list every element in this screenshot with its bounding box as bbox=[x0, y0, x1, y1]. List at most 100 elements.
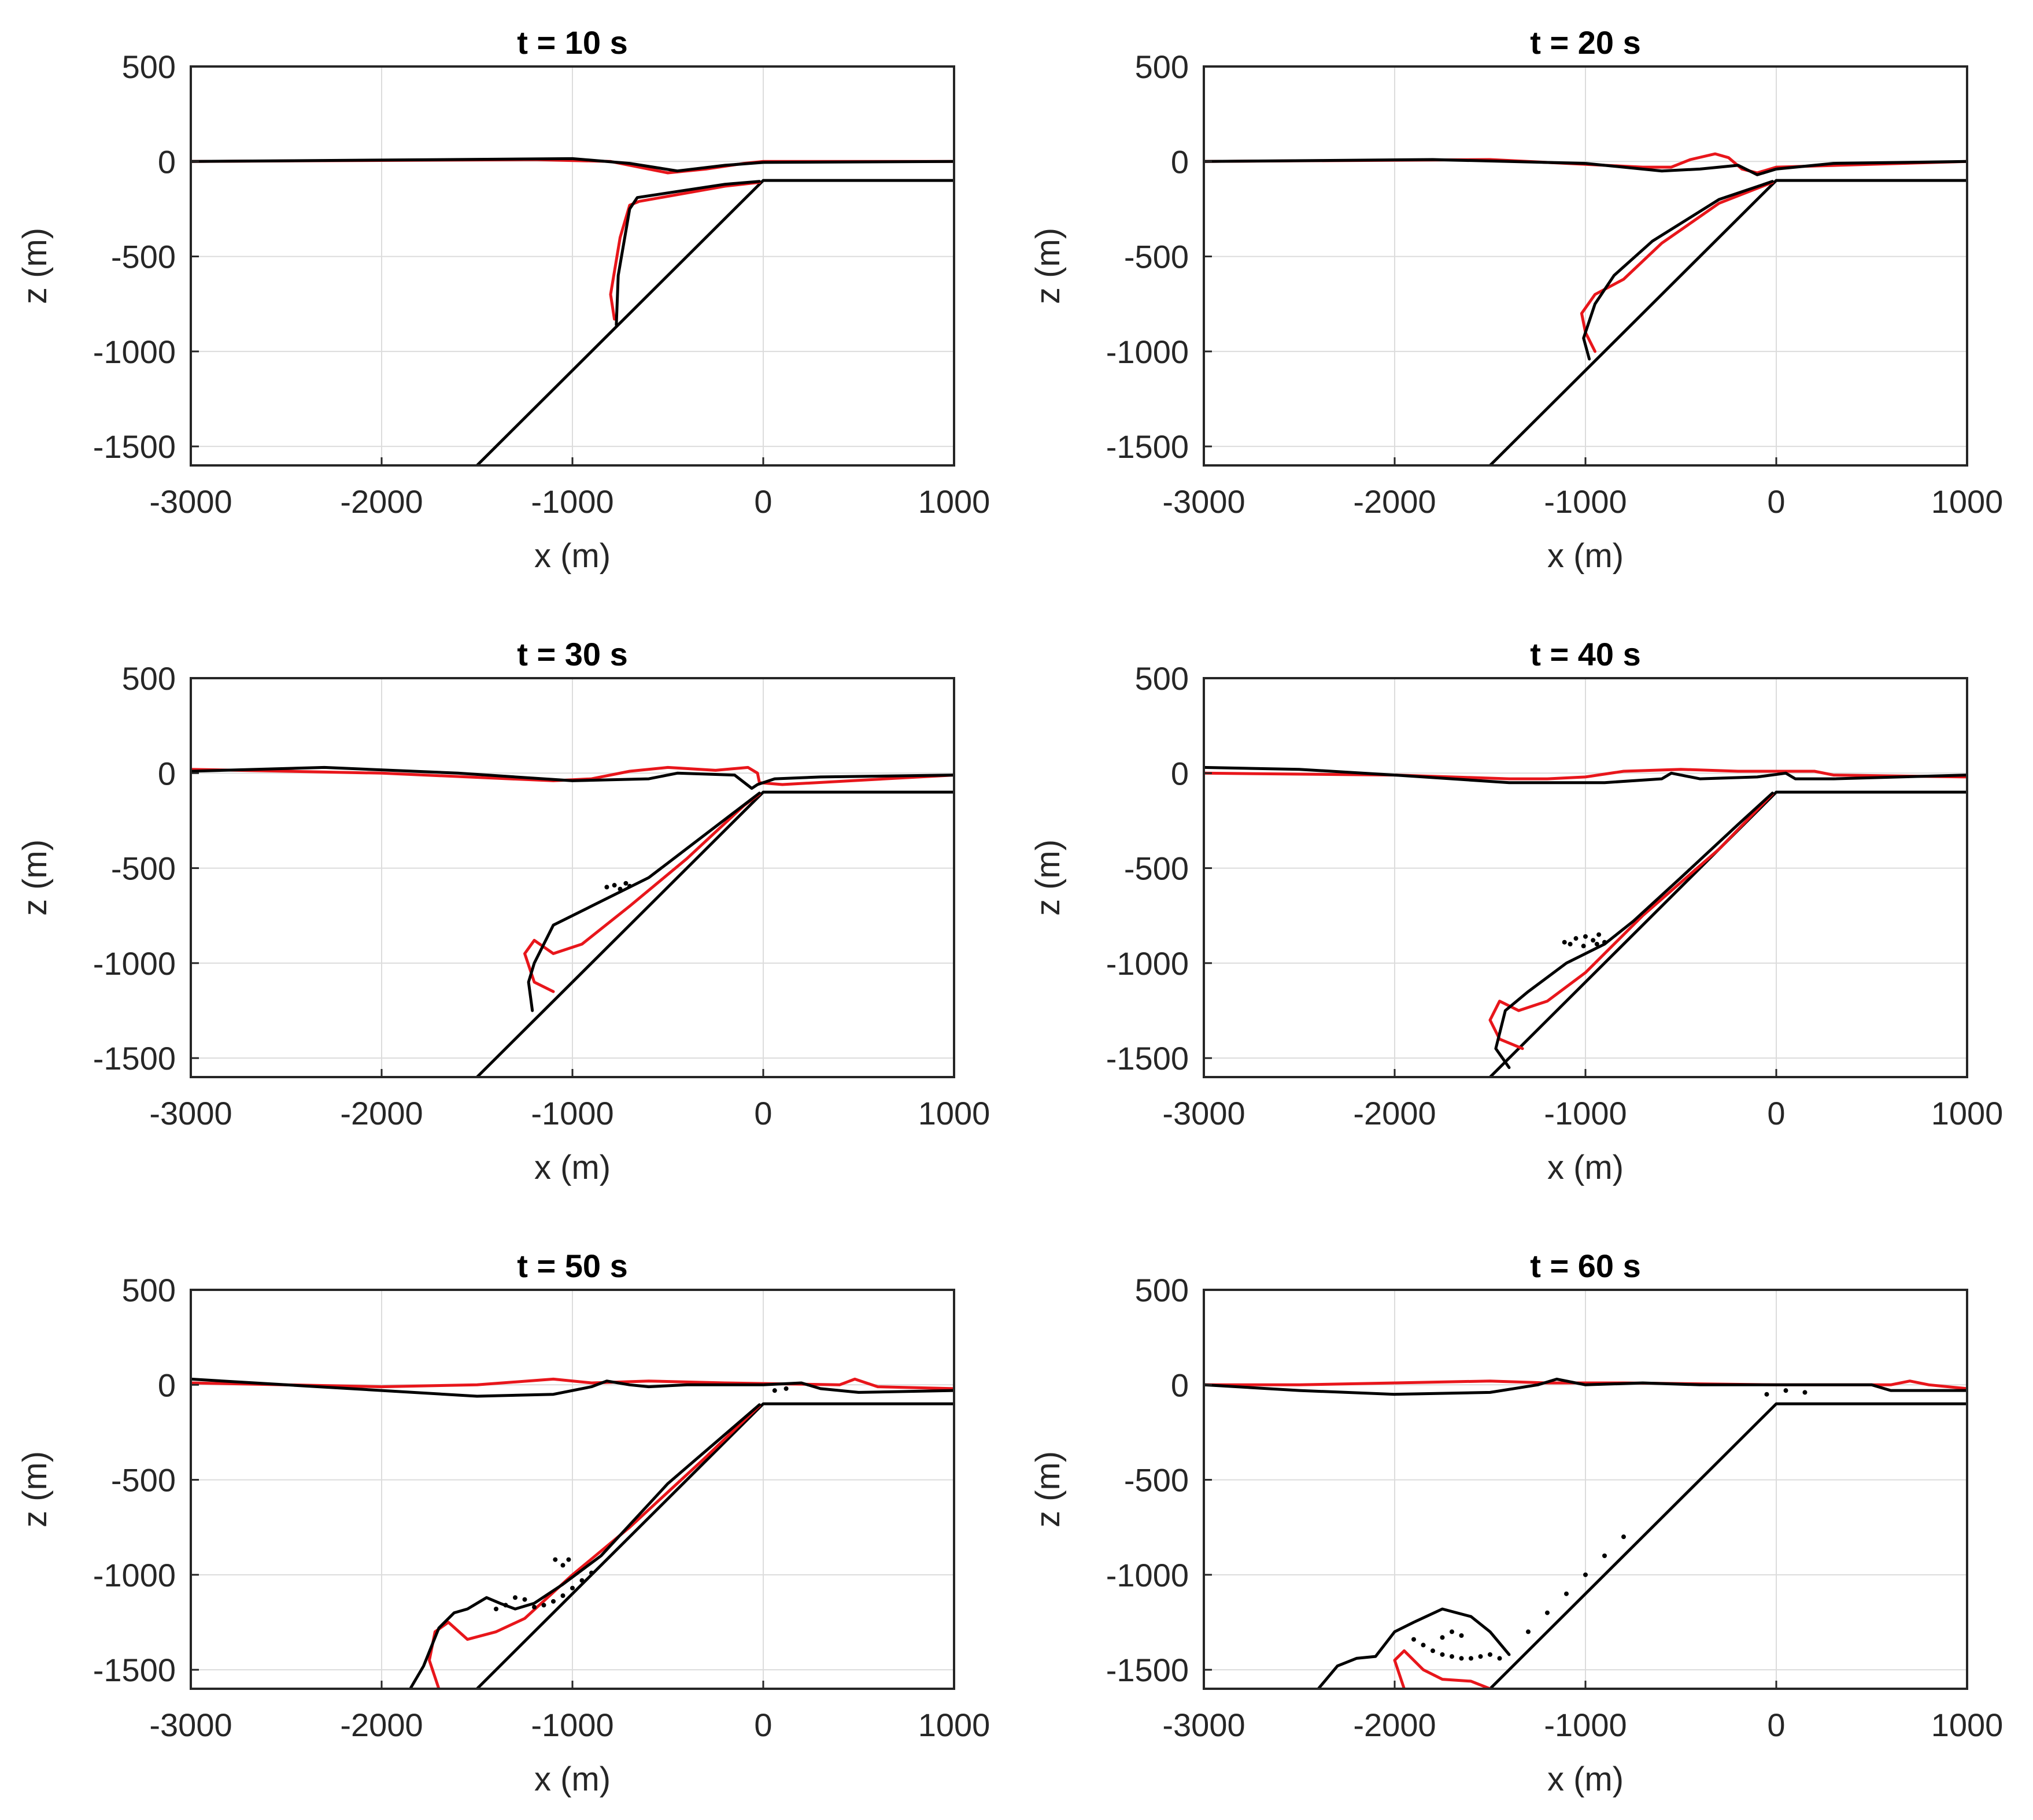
series-slide-red bbox=[523, 792, 761, 993]
particle-dot bbox=[1526, 1629, 1531, 1634]
y-tick-label: 500 bbox=[1135, 1272, 1189, 1308]
y-tick-label: -500 bbox=[111, 239, 176, 275]
plot-area bbox=[191, 157, 954, 465]
particle-dot bbox=[579, 1578, 585, 1583]
particle-dot bbox=[589, 1570, 594, 1575]
y-axis-label: z (m) bbox=[16, 228, 54, 304]
series-seabed bbox=[1488, 179, 1967, 465]
x-tick-label: -2000 bbox=[1353, 1095, 1436, 1131]
series-slide-black bbox=[527, 791, 761, 1012]
y-tick-label: -500 bbox=[1124, 1462, 1189, 1499]
series-seabed bbox=[475, 179, 954, 465]
x-tick-label: 1000 bbox=[1931, 1095, 2004, 1131]
particle-dot bbox=[1564, 1591, 1569, 1596]
particle-dot bbox=[1478, 1654, 1483, 1659]
y-tick-label: 0 bbox=[1171, 143, 1189, 180]
series-surface-black bbox=[1204, 158, 1967, 176]
panel-title: t = 40 s bbox=[1530, 636, 1640, 672]
x-tick-label: -2000 bbox=[340, 1707, 423, 1743]
particle-dot bbox=[1621, 1534, 1626, 1540]
series-surface-black bbox=[191, 765, 954, 790]
plot-area bbox=[1204, 152, 1967, 465]
series-slide-red bbox=[1580, 180, 1774, 353]
particle-dot bbox=[1497, 1656, 1502, 1661]
particle-dot bbox=[1602, 939, 1607, 945]
x-tick-label: 0 bbox=[1767, 1707, 1785, 1743]
particle-dot bbox=[1421, 1643, 1426, 1648]
x-tick-label: 0 bbox=[754, 1095, 772, 1131]
y-tick-label: -500 bbox=[111, 1462, 176, 1499]
particle-dot bbox=[1440, 1652, 1445, 1657]
y-tick-label: -500 bbox=[1124, 850, 1189, 887]
x-tick-label: -3000 bbox=[149, 1095, 232, 1131]
series-surface-red bbox=[1204, 768, 1967, 780]
x-tick-label: 1000 bbox=[1931, 483, 2004, 520]
y-axis-label: z (m) bbox=[16, 1451, 54, 1527]
plot-area bbox=[1204, 1377, 1967, 1689]
series-surface-black bbox=[191, 1377, 954, 1398]
series-seabed bbox=[475, 790, 954, 1077]
series-slide-red bbox=[609, 180, 761, 321]
series-surface-black bbox=[1204, 1377, 1967, 1396]
particle-dot bbox=[1764, 1392, 1769, 1397]
y-tick-label: 0 bbox=[158, 143, 176, 180]
series-surface-red bbox=[191, 1377, 954, 1390]
x-axis-label: x (m) bbox=[1547, 537, 1624, 575]
y-axis-label: z (m) bbox=[16, 839, 54, 916]
series-surface-black bbox=[191, 157, 954, 173]
plot-area bbox=[1204, 765, 1967, 1077]
y-tick-label: -1000 bbox=[93, 1557, 176, 1593]
particle-dot bbox=[560, 1563, 565, 1568]
panel-3: -3000 -2000 -1000 0 1000 500 0 -500 -1000 -1500 t … bbox=[16, 636, 990, 1186]
series-slide-red bbox=[1488, 792, 1774, 1050]
particle-dot bbox=[570, 1585, 575, 1590]
y-tick-label: 500 bbox=[122, 49, 176, 85]
x-axis-label: x (m) bbox=[534, 1149, 611, 1186]
x-tick-label: 0 bbox=[754, 1707, 772, 1743]
series-surface-black bbox=[1204, 765, 1967, 785]
x-tick-label: 1000 bbox=[1931, 1707, 2004, 1743]
series-seabed bbox=[1488, 1402, 1967, 1689]
particle-dot bbox=[1783, 1388, 1788, 1393]
panel-5: -3000 -2000 -1000 0 1000 500 0 -500 -1000 -1500 t … bbox=[16, 1248, 990, 1798]
particle-dot bbox=[772, 1388, 777, 1393]
panel-title: t = 20 s bbox=[1530, 24, 1640, 61]
particle-dot bbox=[1802, 1390, 1807, 1395]
particle-dot bbox=[612, 883, 617, 888]
x-tick-label: -2000 bbox=[340, 483, 423, 520]
y-tick-label: -1500 bbox=[93, 1652, 176, 1688]
particle-dot bbox=[1488, 1652, 1492, 1657]
series-slide-black bbox=[1494, 791, 1774, 1070]
particle-dot bbox=[1459, 1656, 1464, 1661]
y-tick-label: 500 bbox=[1135, 660, 1189, 697]
particle-dot bbox=[513, 1595, 518, 1600]
plot-area bbox=[191, 1377, 954, 1689]
x-tick-label: -3000 bbox=[1162, 1707, 1245, 1743]
x-tick-label: 1000 bbox=[918, 1095, 990, 1131]
particle-dot bbox=[1450, 1654, 1454, 1659]
x-tick-label: -1000 bbox=[531, 1095, 613, 1131]
particle-dot bbox=[1411, 1637, 1416, 1642]
y-tick-label: -1000 bbox=[1106, 334, 1189, 370]
x-axis-label: x (m) bbox=[534, 1760, 611, 1798]
particle-dot bbox=[1440, 1635, 1445, 1640]
particle-dot bbox=[1459, 1633, 1464, 1638]
y-tick-label: -1500 bbox=[93, 1040, 176, 1077]
y-tick-label: 0 bbox=[1171, 1367, 1189, 1403]
y-tick-label: -1500 bbox=[93, 428, 176, 465]
panel-title: t = 50 s bbox=[517, 1248, 627, 1284]
particle-dot bbox=[627, 883, 632, 889]
panel-2: -3000 -2000 -1000 0 1000 500 0 -500 -1000 -1500 t … bbox=[1029, 24, 2003, 575]
x-tick-label: -2000 bbox=[1353, 1707, 1436, 1743]
y-tick-label: -1500 bbox=[1106, 428, 1189, 465]
y-tick-label: 500 bbox=[1135, 49, 1189, 85]
particle-dot bbox=[560, 1593, 565, 1598]
x-tick-label: -3000 bbox=[149, 1707, 232, 1743]
particle-dot bbox=[553, 1557, 558, 1562]
plot-area bbox=[191, 765, 954, 1077]
x-tick-label: -1000 bbox=[1544, 483, 1627, 520]
y-tick-label: 500 bbox=[122, 660, 176, 697]
x-tick-label: -2000 bbox=[340, 1095, 423, 1131]
series-seabed bbox=[475, 1402, 954, 1689]
